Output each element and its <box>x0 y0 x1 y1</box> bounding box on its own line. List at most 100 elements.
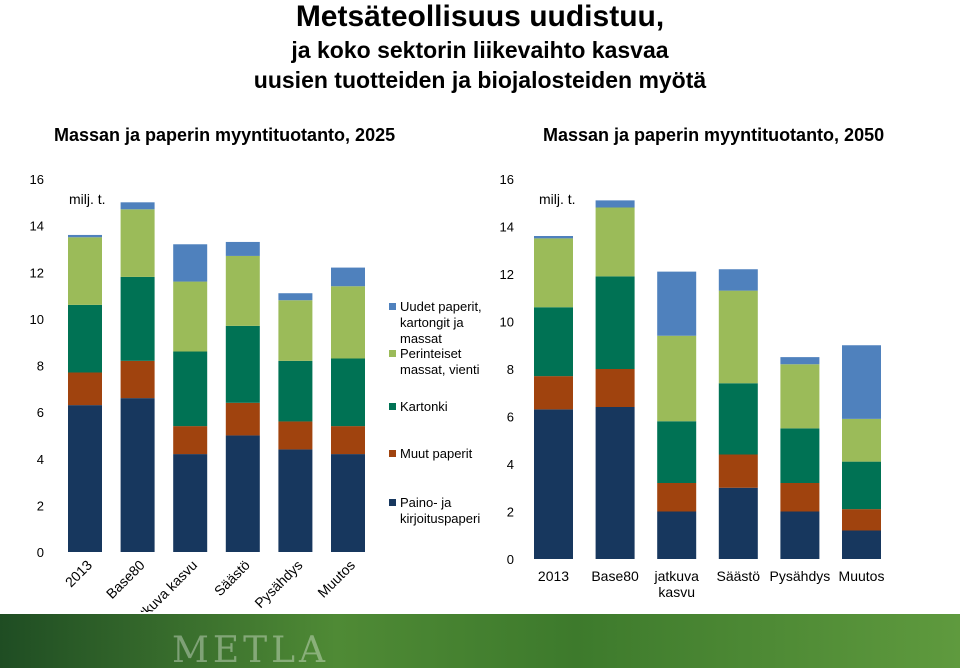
y-tick-label: 8 <box>37 359 44 374</box>
y-tick-label: 10 <box>500 315 514 330</box>
x-tick-label: Muutos <box>314 557 358 601</box>
bar-segment <box>780 511 820 559</box>
bar-segment <box>842 345 881 419</box>
bar-segment <box>331 426 365 455</box>
bar-segment <box>68 304 102 373</box>
main-subtitle-1: ja koko sektorin liikevaihto kasvaa <box>291 37 669 63</box>
bar-segment <box>534 307 573 377</box>
bar-segment <box>657 483 697 512</box>
bar-segment <box>842 461 881 510</box>
bar-segment <box>225 402 260 436</box>
y-tick-label: 8 <box>507 362 514 377</box>
metla-logo: METLA <box>172 630 330 668</box>
bar-segment <box>718 383 758 455</box>
y-tick-label: 12 <box>30 265 44 280</box>
x-tick-label: jatkuva <box>654 568 700 584</box>
y-tick-label: 16 <box>30 172 44 187</box>
bar-segment <box>657 421 697 483</box>
bar-segment <box>780 364 820 429</box>
bar-segment <box>718 454 758 488</box>
bar-segment <box>173 281 208 352</box>
bar-segment <box>68 237 102 305</box>
bar-segment <box>278 293 313 301</box>
bar-segment <box>278 449 313 552</box>
bar-segment <box>780 428 820 483</box>
bar-segment <box>120 209 155 277</box>
y-tick-label: 0 <box>37 545 44 560</box>
legend-swatch <box>389 303 396 310</box>
bar-segment <box>780 357 820 365</box>
bar-segment <box>595 407 635 559</box>
bar-segment <box>173 244 208 282</box>
y-unit-label: milj. t. <box>539 191 576 207</box>
y-tick-label: 6 <box>37 405 44 420</box>
y-tick-label: 2 <box>37 498 44 513</box>
legend-label: kirjoituspaperi <box>400 511 480 526</box>
bar-segment <box>595 207 635 277</box>
bar-segment <box>842 418 881 462</box>
bar-segment <box>534 238 573 308</box>
bar-segment <box>718 487 758 559</box>
x-tick-label: kasvu <box>658 584 695 600</box>
bar-segment <box>534 376 573 410</box>
bar-segment <box>120 202 155 210</box>
bar-segment <box>718 290 758 384</box>
bar-segment <box>278 300 313 361</box>
legend-label: Uudet paperit, <box>400 299 482 314</box>
bar-segment <box>68 372 102 406</box>
bar-segment <box>331 454 365 552</box>
bar-segment <box>595 369 635 407</box>
bar-segment <box>842 530 881 559</box>
chart-title-2025: Massan ja paperin myyntituotanto, 2025 <box>54 125 396 145</box>
bar-segment <box>225 241 260 256</box>
bar-segment <box>842 509 881 531</box>
y-tick-label: 4 <box>507 457 514 472</box>
bar-segment <box>657 511 697 559</box>
legend-swatch <box>389 450 396 457</box>
y-tick-label: 10 <box>30 312 44 327</box>
y-tick-label: 0 <box>507 552 514 567</box>
bar-segment <box>718 269 758 291</box>
legend-swatch <box>389 499 396 506</box>
bar-segment <box>173 426 208 455</box>
bar-segment <box>595 276 635 369</box>
y-tick-label: 6 <box>507 410 514 425</box>
y-unit-label: milj. t. <box>69 191 106 207</box>
bar-segment <box>534 236 573 239</box>
bar-segment <box>68 405 102 552</box>
x-tick-label: Säästö <box>211 557 253 599</box>
main-title: Metsäteollisuus uudistuu, <box>295 0 665 33</box>
legend-swatch <box>389 403 396 410</box>
x-tick-label: 2013 <box>62 557 95 590</box>
legend-label: Kartonki <box>400 399 448 414</box>
y-tick-label: 16 <box>500 172 514 187</box>
bar-segment <box>68 234 102 238</box>
y-tick-label: 4 <box>37 452 44 467</box>
y-tick-label: 2 <box>507 505 514 520</box>
x-tick-label: 2013 <box>538 568 569 584</box>
chart-title-2050: Massan ja paperin myyntituotanto, 2050 <box>543 125 885 145</box>
legend-label: Muut paperit <box>400 446 473 461</box>
bar-segment <box>120 398 155 552</box>
x-tick-label: Muutos <box>839 568 885 584</box>
bar-segment <box>657 335 697 422</box>
bar-segment <box>780 483 820 512</box>
bar-segment <box>173 351 208 427</box>
x-tick-label: Base80 <box>103 557 148 602</box>
bar-segment <box>534 409 573 559</box>
legend-label: massat <box>400 331 442 346</box>
bar-segment <box>225 435 260 552</box>
y-tick-label: 14 <box>500 220 514 235</box>
x-tick-label: Pysähdys <box>251 557 305 611</box>
y-tick-label: 14 <box>30 219 44 234</box>
x-tick-label: Base80 <box>591 568 639 584</box>
bar-segment <box>331 286 365 359</box>
legend-label: kartongit ja <box>400 315 464 330</box>
bar-segment <box>225 325 260 403</box>
bar-segment <box>331 267 365 287</box>
x-tick-label: Säästö <box>717 568 761 584</box>
bar-segment <box>120 360 155 399</box>
bar-segment <box>278 360 313 422</box>
bar-segment <box>225 255 260 326</box>
bar-segment <box>278 421 313 450</box>
